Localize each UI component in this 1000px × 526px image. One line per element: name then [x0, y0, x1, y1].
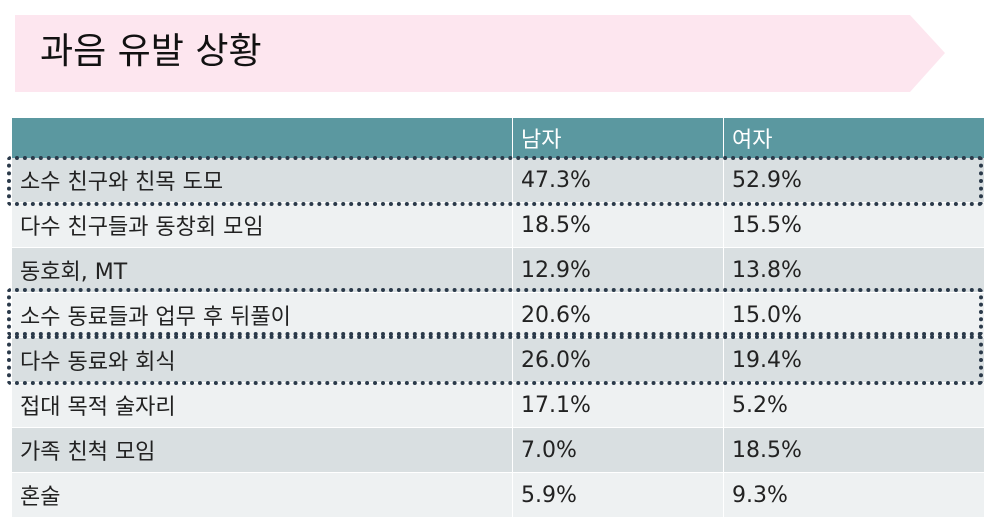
value-cell: 47.3%: [512, 158, 724, 203]
banner-shape: [15, 15, 945, 92]
header-cell: 남자: [512, 118, 724, 158]
value-cell: 12.9%: [512, 247, 724, 293]
value-cell: 20.6%: [512, 292, 724, 338]
value-cell: 5.9%: [512, 472, 724, 518]
table-row: 혼술 5.9% 9.3%: [12, 472, 985, 518]
table-row: 소수 친구와 친목 도모 47.3% 52.9%: [12, 158, 985, 203]
data-table: 남자 여자 소수 친구와 친목 도모 47.3% 52.9% 다수 친구들과 동창회 모…: [12, 118, 985, 518]
table-row: 다수 동료와 회식 26.0% 19.4%: [12, 337, 985, 383]
value-cell: 5.2%: [723, 382, 985, 428]
row-label: 접대 목적 술자리: [12, 382, 513, 428]
value-cell: 18.5%: [512, 202, 724, 248]
table-row: 가족 친척 모임 7.0% 18.5%: [12, 427, 985, 473]
table-row: 소수 동료들과 업무 후 뒤풀이 20.6% 15.0%: [12, 292, 985, 338]
header-row: 남자 여자: [12, 118, 985, 158]
row-label: 혼술: [12, 472, 513, 518]
row-label: 동호회, MT: [12, 247, 513, 293]
header-cell: [12, 118, 513, 158]
slide-title: 과음 유발 상황: [40, 31, 262, 72]
row-label: 가족 친척 모임: [12, 427, 513, 473]
value-cell: 18.5%: [723, 427, 985, 473]
value-cell: 15.0%: [723, 292, 985, 338]
value-cell: 13.8%: [723, 247, 985, 293]
value-cell: 9.3%: [723, 472, 985, 518]
value-cell: 26.0%: [512, 337, 724, 383]
value-cell: 17.1%: [512, 382, 724, 428]
header-cell: 여자: [723, 118, 985, 158]
table-row: 동호회, MT 12.9% 13.8%: [12, 247, 985, 293]
value-cell: 7.0%: [512, 427, 724, 473]
table-row: 접대 목적 술자리 17.1% 5.2%: [12, 382, 985, 428]
title-banner: [15, 15, 945, 92]
row-label: 다수 친구들과 동창회 모임: [12, 202, 513, 248]
row-label: 소수 친구와 친목 도모: [12, 158, 513, 203]
value-cell: 19.4%: [723, 337, 985, 383]
value-cell: 15.5%: [723, 202, 985, 248]
row-label: 다수 동료와 회식: [12, 337, 513, 383]
value-cell: 52.9%: [723, 158, 985, 203]
table-row: 다수 친구들과 동창회 모임 18.5% 15.5%: [12, 202, 985, 248]
row-label: 소수 동료들과 업무 후 뒤풀이: [12, 292, 513, 338]
